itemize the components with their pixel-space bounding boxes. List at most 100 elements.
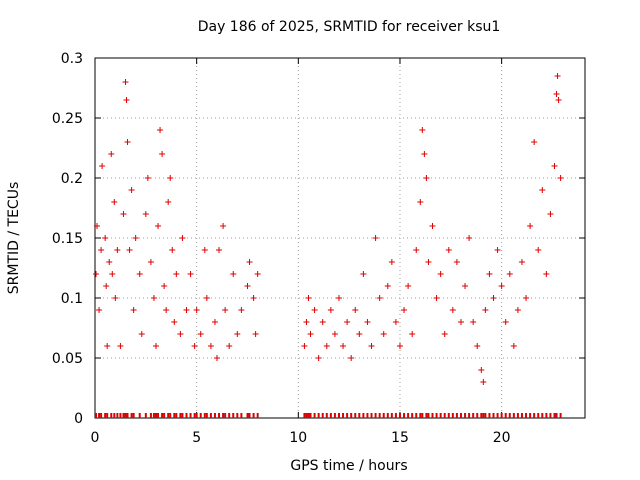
data-point bbox=[360, 271, 367, 277]
data-point bbox=[159, 151, 166, 157]
x-axis-label: GPS time / hours bbox=[290, 458, 407, 474]
y-tick-label: 0.2 bbox=[61, 171, 83, 187]
data-point bbox=[109, 271, 116, 277]
data-point bbox=[203, 295, 210, 301]
data-point bbox=[144, 175, 151, 181]
data-point bbox=[380, 331, 387, 337]
data-point bbox=[311, 307, 318, 313]
data-point bbox=[183, 307, 190, 313]
data-point bbox=[155, 223, 162, 229]
data-point bbox=[244, 283, 251, 289]
data-point bbox=[510, 343, 517, 349]
data-point bbox=[547, 211, 554, 217]
data-point bbox=[553, 91, 560, 97]
data-point bbox=[238, 307, 245, 313]
data-point bbox=[307, 331, 314, 337]
data-point bbox=[246, 259, 253, 265]
x-tick-label: 5 bbox=[192, 430, 201, 446]
data-point bbox=[171, 319, 178, 325]
data-point bbox=[518, 259, 525, 265]
data-point bbox=[252, 331, 259, 337]
data-point bbox=[138, 331, 145, 337]
data-point bbox=[445, 247, 452, 253]
data-point bbox=[120, 211, 127, 217]
data-point bbox=[376, 295, 383, 301]
y-tick-label: 0.3 bbox=[61, 51, 83, 67]
data-point bbox=[344, 319, 351, 325]
data-point bbox=[554, 73, 561, 79]
data-point bbox=[409, 331, 416, 337]
data-point bbox=[102, 235, 109, 241]
data-point bbox=[201, 247, 208, 253]
data-point bbox=[482, 307, 489, 313]
data-point bbox=[401, 307, 408, 313]
data-point bbox=[123, 97, 130, 103]
data-point bbox=[222, 307, 229, 313]
data-point bbox=[494, 247, 501, 253]
data-point bbox=[142, 211, 149, 217]
data-point bbox=[122, 79, 129, 85]
data-point bbox=[429, 223, 436, 229]
data-point bbox=[539, 187, 546, 193]
data-point bbox=[331, 331, 338, 337]
data-point bbox=[96, 307, 103, 313]
data-point bbox=[197, 331, 204, 337]
data-point bbox=[327, 307, 334, 313]
x-tick-label: 15 bbox=[391, 430, 409, 446]
data-point bbox=[103, 283, 110, 289]
data-point bbox=[106, 259, 113, 265]
data-point bbox=[193, 307, 200, 313]
data-point bbox=[93, 271, 100, 277]
y-tick-label: 0.1 bbox=[61, 291, 83, 307]
data-points bbox=[93, 73, 564, 385]
data-point bbox=[147, 259, 154, 265]
data-point bbox=[179, 235, 186, 241]
data-point bbox=[303, 319, 310, 325]
data-point bbox=[157, 127, 164, 133]
y-axis-ticks: 0 0.05 0.1 0.15 0.2 0.25 0.3 bbox=[52, 51, 585, 427]
data-point bbox=[132, 235, 139, 241]
data-point bbox=[126, 247, 133, 253]
data-point bbox=[557, 175, 564, 181]
y-tick-label: 0.25 bbox=[52, 111, 83, 127]
data-point bbox=[348, 355, 355, 361]
data-point bbox=[305, 295, 312, 301]
data-point bbox=[506, 271, 513, 277]
data-point bbox=[421, 151, 428, 157]
data-point bbox=[216, 247, 223, 253]
data-point bbox=[254, 271, 261, 277]
data-point bbox=[94, 223, 101, 229]
data-point bbox=[167, 175, 174, 181]
data-point bbox=[364, 319, 371, 325]
data-point bbox=[527, 223, 534, 229]
data-point bbox=[323, 343, 330, 349]
data-point bbox=[449, 307, 456, 313]
data-point bbox=[191, 343, 198, 349]
data-point bbox=[433, 295, 440, 301]
data-point bbox=[405, 283, 412, 289]
data-point bbox=[531, 139, 538, 145]
data-point bbox=[555, 97, 562, 103]
data-point bbox=[425, 259, 432, 265]
data-point bbox=[457, 319, 464, 325]
data-point bbox=[165, 199, 172, 205]
data-point bbox=[466, 235, 473, 241]
data-point bbox=[117, 343, 124, 349]
data-point bbox=[177, 331, 184, 337]
data-point bbox=[220, 223, 227, 229]
data-point bbox=[335, 295, 342, 301]
y-tick-label: 0.05 bbox=[52, 351, 83, 367]
x-rug-marks bbox=[95, 413, 562, 418]
data-point bbox=[230, 271, 237, 277]
data-point bbox=[437, 271, 444, 277]
data-point bbox=[441, 331, 448, 337]
data-point bbox=[136, 271, 143, 277]
data-point bbox=[413, 247, 420, 253]
y-tick-label: 0.15 bbox=[52, 231, 83, 247]
data-point bbox=[130, 307, 137, 313]
data-point bbox=[480, 379, 487, 385]
data-point bbox=[152, 343, 159, 349]
data-point bbox=[535, 247, 542, 253]
data-point bbox=[104, 343, 111, 349]
